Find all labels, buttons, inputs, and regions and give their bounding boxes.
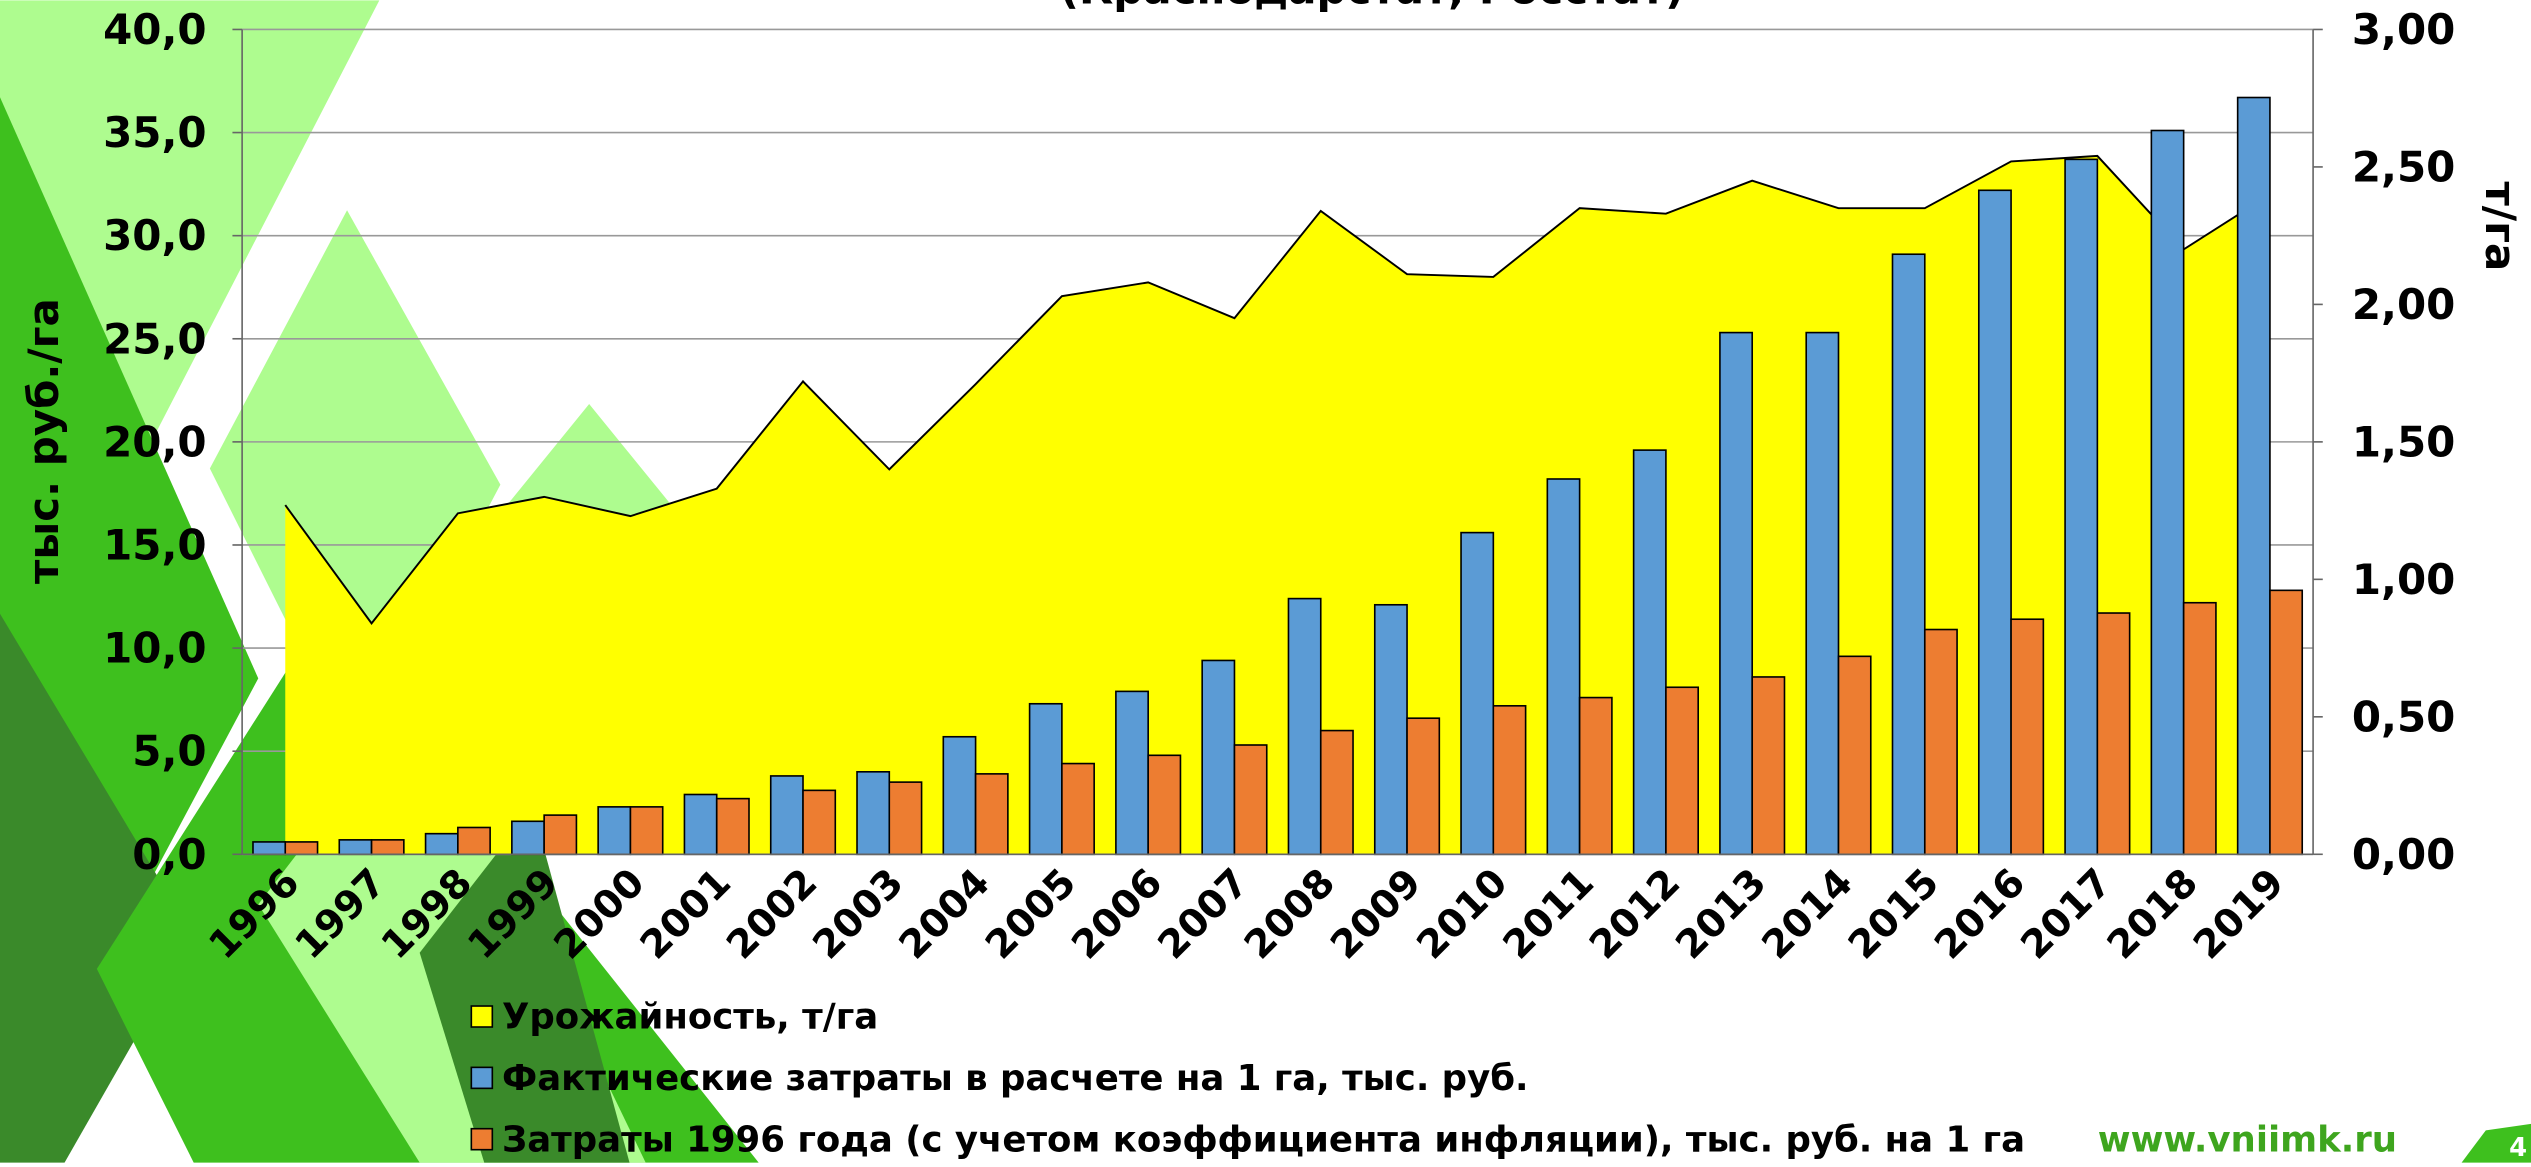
bar	[1805, 331, 1840, 856]
legend-label: Затраты 1996 года (с учетом коэффициента…	[502, 1119, 2025, 1160]
bar	[1891, 253, 1926, 856]
x-tick-label: 2000	[546, 860, 654, 968]
bar	[1061, 762, 1095, 856]
bar	[2010, 618, 2045, 856]
x-tick-label: 2012	[1581, 860, 1689, 968]
bar	[2182, 601, 2217, 856]
legend-swatch	[470, 1066, 494, 1090]
legend-label: Фактические затраты в расчете на 1 га, т…	[502, 1058, 1529, 1099]
y-tick-label: 5,0	[132, 727, 206, 776]
bar	[2236, 96, 2271, 856]
y-axis-title: тыс. руб./га	[19, 298, 68, 584]
y2-tick-label: 0,50	[2352, 692, 2456, 741]
bar	[1287, 597, 1322, 856]
y2-tick-label: 3,00	[2352, 5, 2456, 54]
y-tick-label: 30,0	[103, 211, 207, 260]
bar	[338, 839, 373, 856]
page-number: 4	[2509, 1133, 2527, 1163]
y2-tick-label: 2,50	[2352, 142, 2456, 191]
y-tick-label: 35,0	[103, 108, 207, 157]
bar	[1115, 690, 1149, 856]
y2-tick-label: 2,00	[2352, 280, 2456, 329]
bar	[715, 797, 750, 856]
x-tick-label: 2019	[2185, 860, 2293, 968]
y-tick-label: 0,0	[132, 830, 206, 879]
legend-swatch	[470, 1127, 494, 1151]
legend-swatch	[470, 1005, 494, 1028]
y2-tick-label: 1,50	[2352, 417, 2456, 466]
y2-tick-label: 0,00	[2352, 830, 2456, 879]
bar	[888, 781, 923, 856]
bar	[1977, 189, 2012, 856]
bar	[856, 771, 891, 856]
bar	[1233, 744, 1268, 856]
bar	[1665, 686, 1700, 856]
chart-title: (Краснодарстат, Росстат)	[1060, 0, 1684, 14]
x-tick-label: 2005	[977, 860, 1085, 968]
bar	[1546, 478, 1581, 856]
x-tick-label: 2017	[2013, 860, 2121, 968]
y-tick-label: 25,0	[103, 314, 207, 363]
x-tick-label: 2006	[1063, 860, 1171, 968]
bar	[769, 775, 804, 856]
x-tick-label: 2001	[632, 860, 740, 968]
bar	[1837, 655, 1872, 856]
bar	[2064, 158, 2099, 856]
y-tick-label: 40,0	[103, 5, 207, 54]
footer-url: www.vniimk.ru	[2098, 1119, 2397, 1160]
bar	[802, 789, 837, 856]
y-tick-label: 20,0	[103, 417, 207, 466]
x-tick-label: 2018	[2099, 860, 2207, 968]
bar	[1373, 603, 1408, 856]
x-tick-label: 2010	[1409, 860, 1517, 968]
bar	[2150, 129, 2185, 856]
bar	[1147, 754, 1182, 856]
y-tick-label: 10,0	[103, 624, 207, 673]
x-tick-label: 2015	[1840, 860, 1948, 968]
bar	[1923, 628, 1958, 856]
bar	[629, 806, 664, 856]
x-tick-label: 2003	[804, 860, 912, 968]
bar	[683, 793, 718, 856]
x-tick-label: 2014	[1754, 860, 1862, 968]
bar	[1319, 729, 1354, 856]
x-tick-label: 2011	[1495, 860, 1603, 968]
bar	[370, 839, 405, 856]
x-tick-label: 2009	[1322, 860, 1430, 968]
bar	[974, 773, 1009, 856]
bar	[1751, 676, 1786, 856]
bar	[1492, 705, 1527, 856]
bar	[511, 820, 545, 856]
x-tick-label: 2013	[1667, 860, 1775, 968]
area-line	[284, 154, 2271, 625]
bar	[1632, 449, 1667, 856]
x-tick-label: 2016	[1926, 860, 2034, 968]
legend-label: Урожайность, т/га	[502, 997, 878, 1038]
y2-tick-label: 1,00	[2352, 555, 2456, 604]
bar	[424, 832, 459, 856]
bar	[2269, 589, 2304, 856]
x-tick-label: 2002	[718, 860, 826, 968]
y-tick-label: 15,0	[103, 521, 207, 570]
bar	[457, 826, 491, 856]
bar	[597, 806, 632, 856]
x-tick-label: 2008	[1236, 860, 1344, 968]
bar	[284, 841, 319, 856]
bar	[1460, 531, 1495, 856]
bar	[1578, 696, 1613, 856]
bar	[1406, 717, 1441, 856]
bar	[942, 735, 977, 856]
bar	[252, 841, 287, 856]
x-tick-label: 2007	[1150, 860, 1258, 968]
x-tick-label: 2004	[891, 860, 999, 968]
bar	[543, 814, 578, 856]
y2-axis-title: т/га	[2476, 181, 2525, 271]
bar	[1028, 702, 1063, 856]
bar	[2096, 612, 2131, 856]
bar	[1719, 331, 1754, 856]
bar	[1201, 659, 1236, 856]
